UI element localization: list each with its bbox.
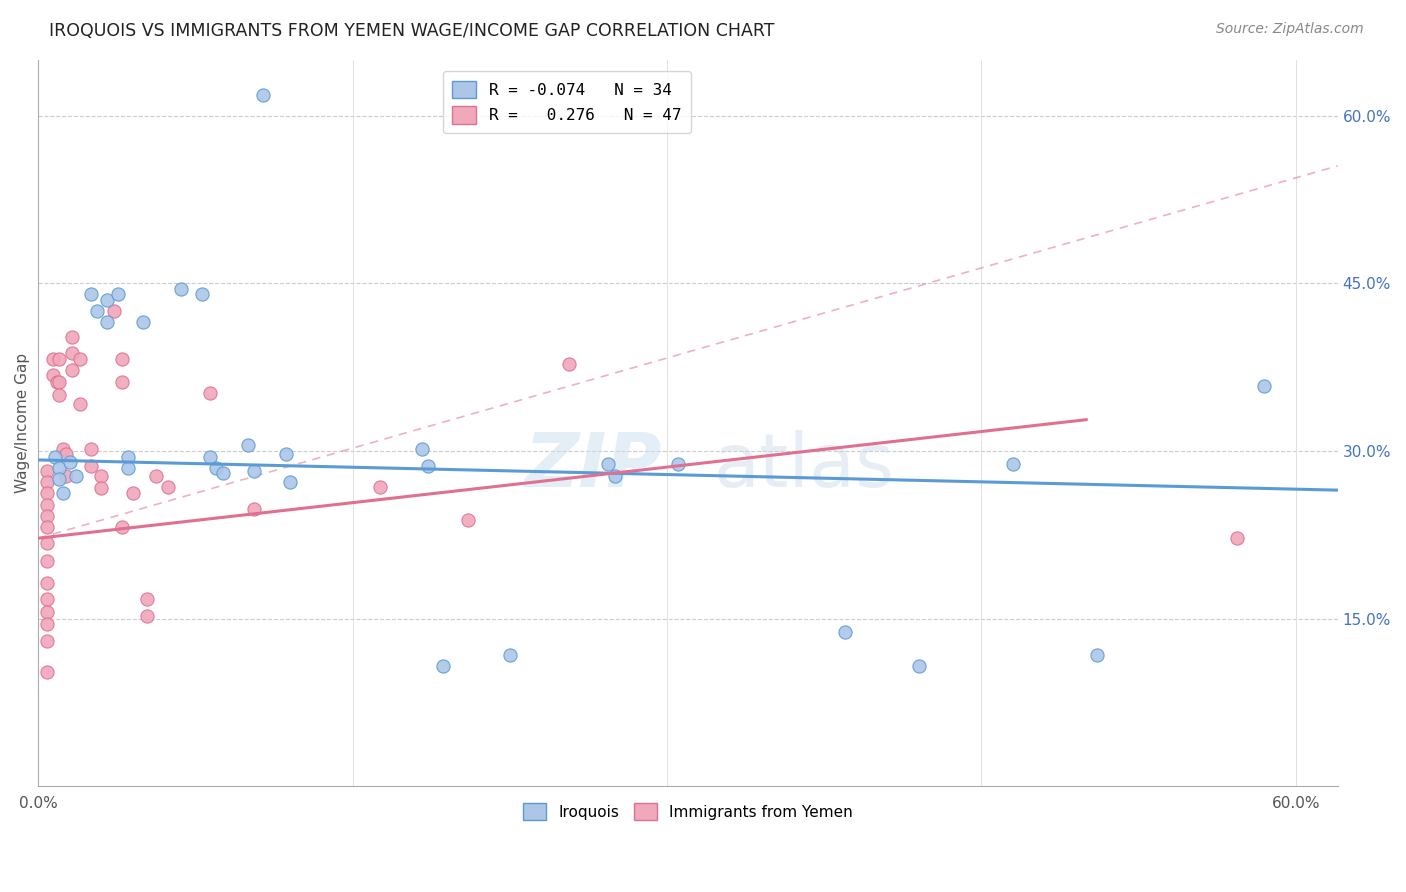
Point xyxy=(55,468,77,483)
Point xyxy=(278,475,301,490)
Point xyxy=(80,287,103,301)
Point xyxy=(121,486,143,500)
Point xyxy=(65,468,87,483)
Point xyxy=(35,591,58,606)
Point xyxy=(145,468,167,483)
Point xyxy=(48,388,70,402)
Point xyxy=(198,450,221,464)
Point xyxy=(48,460,70,475)
Point xyxy=(35,605,58,619)
Point xyxy=(170,282,193,296)
Point xyxy=(96,293,118,307)
Point xyxy=(35,553,58,567)
Point xyxy=(191,287,214,301)
Point xyxy=(243,502,266,516)
Point xyxy=(52,442,75,456)
Point xyxy=(60,345,83,359)
Point xyxy=(80,442,103,456)
Point xyxy=(44,450,66,464)
Point xyxy=(1001,458,1024,472)
Point xyxy=(96,315,118,329)
Point xyxy=(48,472,70,486)
Text: ZIP: ZIP xyxy=(524,430,662,503)
Point xyxy=(48,352,70,367)
Point xyxy=(205,460,228,475)
Point xyxy=(35,520,58,534)
Point xyxy=(198,385,221,400)
Point xyxy=(1226,531,1249,545)
Legend: Iroquois, Immigrants from Yemen: Iroquois, Immigrants from Yemen xyxy=(517,797,859,826)
Point xyxy=(603,468,626,483)
Point xyxy=(666,458,689,472)
Point xyxy=(117,460,139,475)
Point xyxy=(236,438,259,452)
Point xyxy=(211,467,233,481)
Point xyxy=(35,498,58,512)
Point xyxy=(90,468,112,483)
Point xyxy=(157,480,180,494)
Point xyxy=(368,480,391,494)
Point xyxy=(80,458,103,473)
Point xyxy=(42,352,65,367)
Point xyxy=(35,475,58,490)
Point xyxy=(35,535,58,549)
Point xyxy=(35,665,58,680)
Text: atlas: atlas xyxy=(714,430,896,503)
Point xyxy=(48,375,70,389)
Point xyxy=(1085,648,1108,662)
Point xyxy=(416,458,439,473)
Point xyxy=(35,486,58,500)
Point xyxy=(103,304,125,318)
Point xyxy=(35,634,58,648)
Text: IROQUOIS VS IMMIGRANTS FROM YEMEN WAGE/INCOME GAP CORRELATION CHART: IROQUOIS VS IMMIGRANTS FROM YEMEN WAGE/I… xyxy=(49,22,775,40)
Point xyxy=(52,486,75,500)
Point xyxy=(243,464,266,478)
Point xyxy=(46,375,69,389)
Point xyxy=(111,520,134,534)
Point xyxy=(1253,379,1275,393)
Point xyxy=(252,88,274,103)
Point xyxy=(136,591,159,606)
Text: Source: ZipAtlas.com: Source: ZipAtlas.com xyxy=(1216,22,1364,37)
Point xyxy=(35,617,58,632)
Point xyxy=(42,368,65,382)
Point xyxy=(59,455,82,469)
Point xyxy=(499,648,522,662)
Y-axis label: Wage/Income Gap: Wage/Income Gap xyxy=(15,353,30,493)
Point xyxy=(69,352,91,367)
Point xyxy=(834,625,856,640)
Point xyxy=(60,330,83,344)
Point xyxy=(55,447,77,461)
Point xyxy=(35,508,58,523)
Point xyxy=(107,287,129,301)
Point xyxy=(598,458,620,472)
Point xyxy=(86,304,108,318)
Point xyxy=(132,315,155,329)
Point xyxy=(35,464,58,478)
Point xyxy=(117,450,139,464)
Point xyxy=(136,609,159,624)
Point xyxy=(907,658,929,673)
Point xyxy=(411,442,433,456)
Point xyxy=(60,363,83,377)
Point xyxy=(557,357,579,371)
Point xyxy=(90,481,112,495)
Point xyxy=(69,397,91,411)
Point xyxy=(274,447,297,461)
Point xyxy=(457,513,479,527)
Point xyxy=(111,375,134,389)
Point xyxy=(432,658,454,673)
Point xyxy=(111,352,134,367)
Point xyxy=(35,576,58,591)
